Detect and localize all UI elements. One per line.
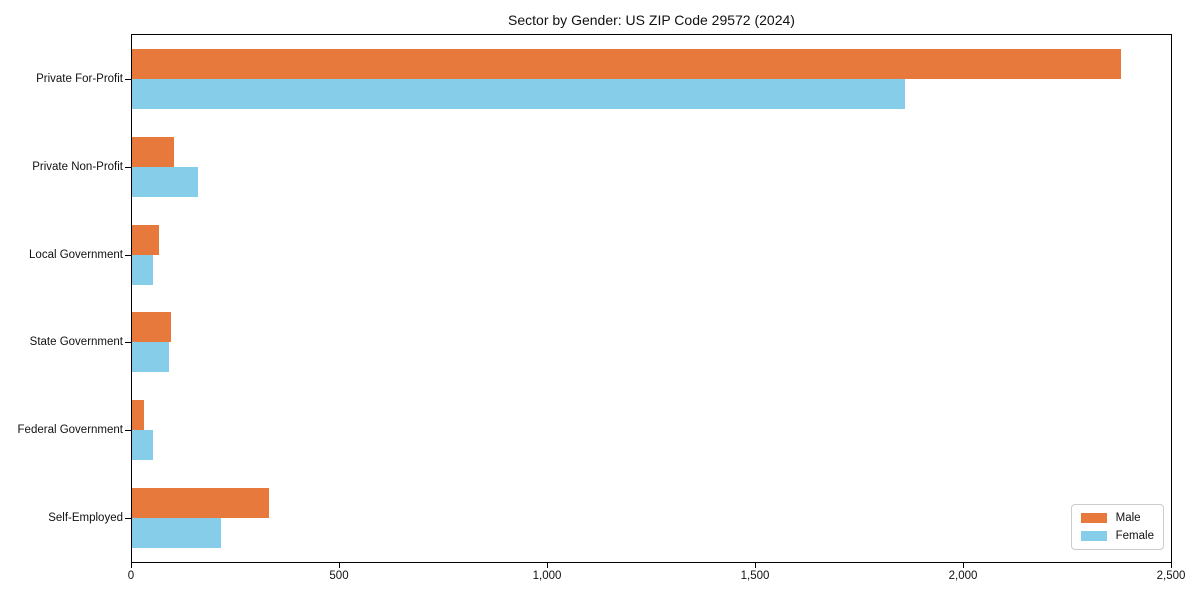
bar-female-local-government xyxy=(132,254,153,285)
category-label-state-government: State Government xyxy=(29,336,123,349)
x-tick-label-500: 500 xyxy=(329,570,349,582)
x-tick-500 xyxy=(339,563,340,568)
legend-label-male: Male xyxy=(1115,512,1141,524)
x-tick-label-2000: 2,000 xyxy=(948,570,978,582)
x-tick-1000 xyxy=(547,563,548,568)
x-tick-1500 xyxy=(755,563,756,568)
x-tick-2500 xyxy=(1171,563,1172,568)
x-tick-label-2500: 2,500 xyxy=(1156,570,1186,582)
legend-swatch-female xyxy=(1080,531,1107,541)
x-tick-0 xyxy=(131,563,132,568)
bar-male-local-government xyxy=(132,224,159,255)
x-tick-label-1000: 1,000 xyxy=(532,570,562,582)
legend-item-female: Female xyxy=(1080,530,1154,542)
bar-female-state-government xyxy=(132,342,169,373)
category-label-private-non-profit: Private Non-Profit xyxy=(32,160,123,173)
bar-female-self-employed xyxy=(132,518,222,549)
category-label-federal-government: Federal Government xyxy=(17,424,123,437)
bar-male-private-for-profit xyxy=(132,48,1122,79)
plot-area: Male Female xyxy=(131,34,1172,563)
category-label-local-government: Local Government xyxy=(29,248,123,261)
category-label-self-employed: Self-Employed xyxy=(48,512,123,525)
y-tick-state-government xyxy=(125,342,131,344)
legend: Male Female xyxy=(1070,504,1164,550)
bar-male-self-employed xyxy=(132,488,270,519)
y-tick-private-non-profit xyxy=(125,166,131,168)
y-tick-local-government xyxy=(125,254,131,256)
legend-swatch-male xyxy=(1080,513,1107,523)
y-tick-private-for-profit xyxy=(125,78,131,80)
x-tick-label-1500: 1,500 xyxy=(740,570,770,582)
bar-male-federal-government xyxy=(132,400,144,431)
bar-male-private-non-profit xyxy=(132,136,174,167)
x-tick-label-0: 0 xyxy=(127,570,135,582)
category-label-private-for-profit: Private For-Profit xyxy=(36,72,123,85)
bar-female-private-non-profit xyxy=(132,166,198,197)
x-tick-2000 xyxy=(963,563,964,568)
bar-female-private-for-profit xyxy=(132,78,906,109)
legend-label-female: Female xyxy=(1115,530,1154,542)
y-tick-self-employed xyxy=(125,518,131,520)
y-tick-federal-government xyxy=(125,430,131,432)
legend-item-male: Male xyxy=(1080,512,1154,524)
chart-title: Sector by Gender: US ZIP Code 29572 (202… xyxy=(508,12,795,28)
bar-female-federal-government xyxy=(132,430,154,461)
bar-male-state-government xyxy=(132,312,172,343)
